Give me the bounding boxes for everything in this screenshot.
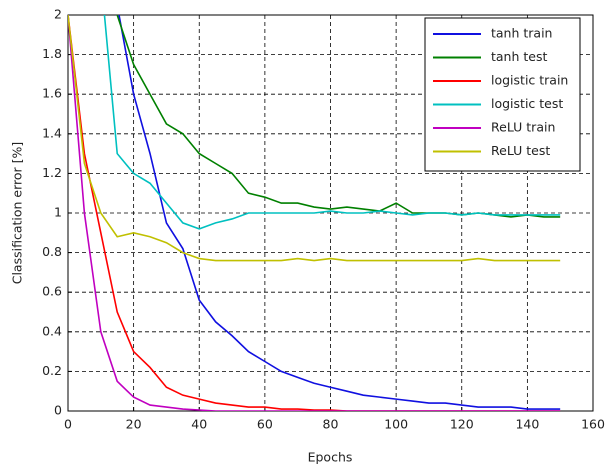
legend-label: logistic test — [491, 96, 563, 111]
x-tick-label: 40 — [191, 417, 207, 432]
y-tick-label: 0.6 — [42, 284, 62, 299]
y-tick-label: 0.4 — [42, 323, 62, 338]
y-tick-label: 0 — [54, 403, 62, 418]
series-line — [68, 15, 561, 411]
legend: tanh train tanh test logistic train logisti… — [424, 17, 581, 172]
x-tick-label: 120 — [450, 417, 474, 432]
legend-label: tanh test — [491, 49, 547, 64]
y-tick-label: 1.6 — [42, 86, 62, 101]
x-tick-label: 80 — [323, 417, 339, 432]
y-axis-label: Classification error [%] — [10, 142, 25, 285]
y-tick-label: 2 — [54, 7, 62, 22]
series-line — [68, 15, 561, 262]
x-tick-label: 0 — [64, 417, 72, 432]
legend-label: ReLU test — [491, 143, 550, 158]
lines — [68, 15, 561, 411]
x-tick-label: 140 — [515, 417, 539, 432]
x-tick-label: 100 — [384, 417, 408, 432]
y-tick-label: 1 — [54, 205, 62, 220]
y-tick-label: 0.8 — [42, 244, 62, 259]
x-tick-label: 20 — [126, 417, 142, 432]
series-line — [118, 15, 561, 410]
y-tick-label: 1.8 — [42, 46, 62, 61]
series-line — [68, 15, 561, 230]
x-tick-label: 60 — [257, 417, 273, 432]
y-tick-label: 0.2 — [42, 363, 62, 378]
series-line — [68, 15, 561, 411]
legend-label: logistic train — [491, 73, 568, 88]
x-axis-label: Epochs — [308, 450, 353, 465]
legend-label: tanh train — [491, 26, 552, 41]
legend-box — [424, 17, 581, 172]
legend-label: ReLU train — [491, 120, 555, 135]
y-tick-label: 1.4 — [42, 125, 62, 140]
y-tick-label: 1.2 — [42, 165, 62, 180]
x-tick-label: 160 — [581, 417, 605, 432]
